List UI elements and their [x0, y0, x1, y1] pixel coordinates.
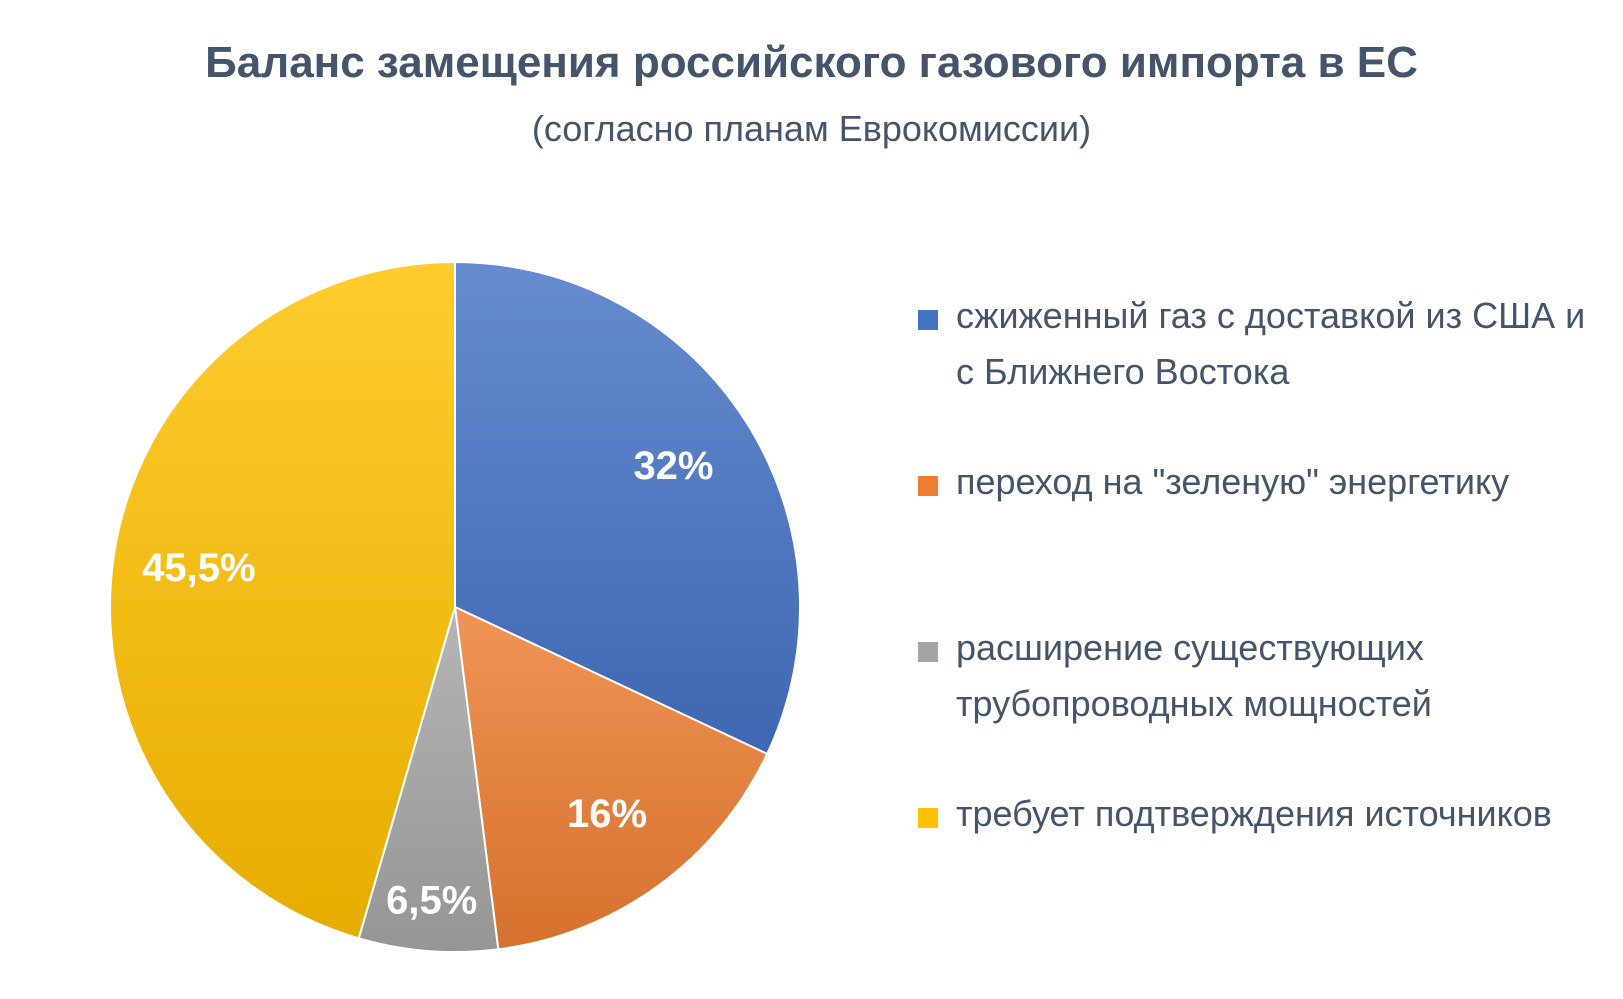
pie-slices [109, 260, 801, 953]
pie-slice-2 [453, 605, 769, 951]
legend-label: переход на "зеленую" энергетику [956, 461, 1510, 502]
chart-title: Баланс замещения российского газового им… [205, 38, 1418, 87]
legend-item-2: переход на "зеленую" энергетику [918, 454, 1608, 620]
legend-swatch [918, 310, 938, 330]
legend-swatch [918, 808, 938, 828]
legend-swatch [918, 642, 938, 662]
pie-slice-4 [109, 260, 456, 940]
data-label-3: 6,5% [386, 878, 477, 922]
chart-subtitle: (согласно планам Еврокомиссии) [531, 108, 1092, 149]
pie-data-labels: 32% 16% 6,5% 45,5% [142, 444, 713, 922]
legend-item-3: расширение существующих трубопроводных м… [918, 620, 1608, 786]
data-label-4: 45,5% [142, 546, 255, 590]
legend-item-4: требует подтверждения источников [918, 786, 1608, 952]
legend-swatch [918, 476, 938, 496]
legend-label: расширение существующих трубопроводных м… [956, 627, 1432, 724]
chart-legend: сжиженный газ с доставкой из США и с Бли… [918, 288, 1608, 952]
data-label-2: 16% [567, 792, 647, 836]
legend-item-1: сжиженный газ с доставкой из США и с Бли… [918, 288, 1608, 454]
pie-slice-1 [454, 260, 801, 756]
data-label-1: 32% [633, 444, 713, 488]
legend-label: сжиженный газ с доставкой из США и с Бли… [956, 295, 1586, 392]
pie-slice-3 [357, 606, 500, 953]
legend-label: требует подтверждения источников [956, 793, 1552, 834]
